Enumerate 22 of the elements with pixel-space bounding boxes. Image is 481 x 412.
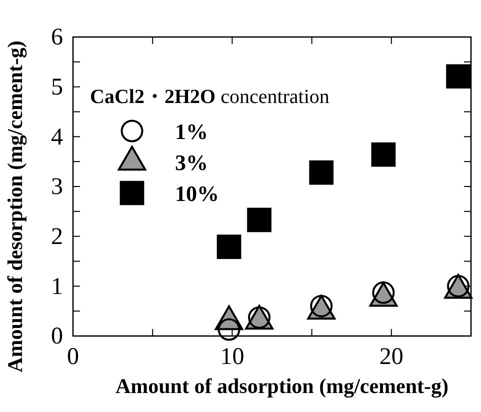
point (446, 64, 470, 89)
point (371, 142, 396, 167)
legend-label: 1% (175, 119, 208, 144)
y-tick-label: 0 (51, 324, 63, 350)
point (309, 160, 334, 185)
y-axis-title: Amount of desorption (mg/cement-g) (3, 40, 27, 372)
x-tick-label: 10 (220, 344, 244, 370)
legend-label: 3% (175, 150, 208, 175)
y-tick-label: 1 (51, 274, 63, 300)
x-tick-label: 20 (379, 344, 404, 370)
legend-label: 10% (175, 181, 219, 206)
y-tick-label: 2 (51, 224, 63, 250)
point (247, 208, 272, 232)
x-axis-title: Amount of adsorption (mg/cement-g) (115, 374, 449, 398)
y-tick-label: 6 (51, 24, 63, 51)
x-tick-label: 0 (67, 344, 79, 370)
legend-title: CaCl2・2H2O concentration (90, 86, 330, 108)
point (216, 234, 242, 259)
y-tick-label: 5 (51, 74, 63, 101)
y-tick-label: 4 (51, 124, 63, 150)
point (218, 318, 240, 341)
y-tick-label: 3 (51, 174, 63, 200)
